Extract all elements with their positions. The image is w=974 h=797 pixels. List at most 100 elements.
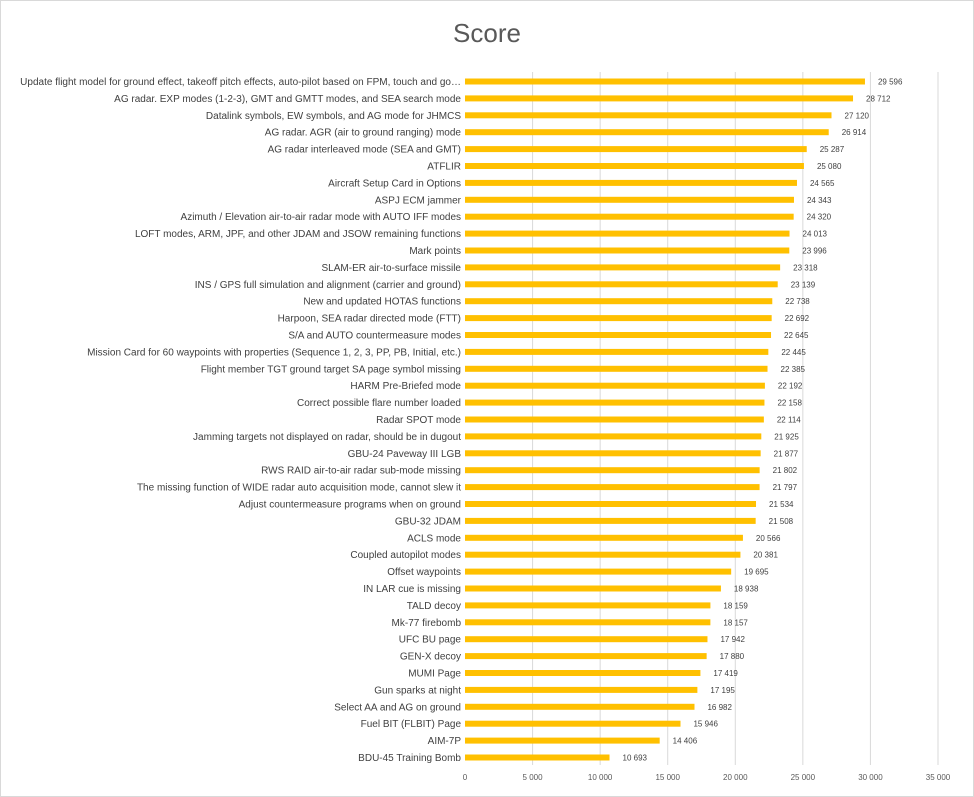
- gridlines: [532, 72, 939, 765]
- data-label: 25 287: [820, 145, 845, 154]
- data-label: 18 157: [723, 618, 748, 627]
- bar: [465, 95, 854, 102]
- data-label: 21 797: [773, 483, 798, 492]
- bar: [465, 365, 768, 372]
- category-label: Mission Card for 60 waypoints with prope…: [87, 347, 461, 358]
- bar: [465, 619, 711, 626]
- category-label: S/A and AUTO countermeasure modes: [288, 331, 461, 342]
- bar: [465, 602, 711, 609]
- data-label: 17 419: [713, 669, 738, 678]
- value-labels: 29 596 28 712 27 120 26 914 25 287 25 080 24 5…: [623, 78, 903, 763]
- x-tick-label: 10 000: [588, 773, 613, 782]
- data-label: 22 158: [777, 399, 802, 408]
- data-label: 18 938: [734, 585, 759, 594]
- category-label: AG radar. EXP modes (1-2-3), GMT and GMT…: [114, 94, 461, 105]
- category-label: Radar SPOT mode: [376, 415, 461, 426]
- data-label: 22 385: [781, 365, 806, 374]
- category-label: IN LAR cue is missing: [363, 584, 461, 595]
- bar: [465, 112, 832, 119]
- bar: [465, 568, 732, 575]
- data-label: 24 565: [810, 179, 835, 188]
- bar: [465, 264, 781, 271]
- category-label: Azimuth / Elevation air-to-air radar mod…: [181, 212, 461, 223]
- category-label: Harpoon, SEA radar directed mode (FTT): [278, 314, 461, 325]
- bar: [465, 315, 772, 322]
- data-label: 27 120: [845, 111, 870, 120]
- category-label: ASPJ ECM jammer: [375, 195, 462, 206]
- bar: [465, 754, 610, 761]
- category-label: Correct possible flare number loaded: [297, 398, 461, 409]
- bar: [465, 433, 762, 440]
- bar: [465, 281, 778, 288]
- bar: [465, 196, 794, 203]
- data-label: 20 381: [753, 551, 778, 560]
- category-label: Update flight model for ground effect, t…: [20, 77, 461, 88]
- category-label: Offset waypoints: [387, 567, 461, 578]
- data-label: 23 996: [802, 247, 827, 256]
- category-label: MUMI Page: [408, 669, 461, 680]
- category-label: AG radar interleaved mode (SEA and GMT): [268, 145, 461, 156]
- category-labels: Update flight model for ground effect, t…: [20, 77, 461, 764]
- category-label: Select AA and AG on ground: [334, 702, 461, 713]
- data-label: 21 508: [769, 517, 794, 526]
- data-label: 28 712: [866, 94, 891, 103]
- bar: [465, 179, 797, 186]
- category-label: ACLS mode: [407, 533, 461, 544]
- bar: [465, 230, 790, 237]
- data-label: 26 914: [842, 128, 867, 137]
- data-label: 18 159: [723, 601, 748, 610]
- bar: [465, 78, 865, 85]
- x-tick-label: 20 000: [723, 773, 748, 782]
- data-label: 15 946: [693, 720, 718, 729]
- bar: [465, 348, 769, 355]
- data-label: 22 692: [785, 314, 810, 323]
- category-label: AG radar. AGR (air to ground ranging) mo…: [265, 128, 462, 139]
- category-label: AIM-7P: [428, 736, 462, 747]
- bar: [465, 517, 756, 524]
- category-label: Gun sparks at night: [374, 685, 461, 696]
- data-label: 23 318: [793, 263, 818, 272]
- bar: [465, 636, 708, 643]
- bar: [465, 551, 741, 558]
- data-label: 22 445: [781, 348, 806, 357]
- category-label: Jamming targets not displayed on radar, …: [193, 432, 461, 443]
- category-label: UFC BU page: [399, 635, 462, 646]
- bar: [465, 484, 760, 491]
- category-label: Flight member TGT ground target SA page …: [201, 364, 461, 375]
- category-label: GEN-X decoy: [400, 652, 461, 663]
- bar: [465, 467, 760, 474]
- category-label: Mark points: [409, 246, 461, 257]
- category-label: Adjust countermeasure programs when on g…: [239, 500, 461, 511]
- chart-title: Score: [453, 18, 521, 48]
- bar: [465, 213, 794, 220]
- x-tick-label: 25 000: [791, 773, 816, 782]
- data-label: 22 645: [784, 331, 809, 340]
- data-label: 16 982: [707, 703, 732, 712]
- x-tick-label: 0: [463, 773, 468, 782]
- x-tick-label: 5 000: [523, 773, 544, 782]
- bar: [465, 585, 721, 592]
- bar: [465, 163, 804, 169]
- category-label: HARM Pre-Briefed mode: [350, 381, 461, 392]
- bar: [465, 247, 790, 254]
- bar: [465, 737, 660, 744]
- x-tick-label: 15 000: [655, 773, 680, 782]
- category-label: TALD decoy: [407, 601, 461, 612]
- x-tick-label: 30 000: [858, 773, 883, 782]
- data-label: 19 695: [744, 568, 769, 577]
- bar: [465, 720, 681, 727]
- bar: [465, 450, 761, 457]
- data-label: 17 880: [720, 652, 745, 661]
- category-label: New and updated HOTAS functions: [303, 297, 461, 308]
- category-label: SLAM-ER air-to-surface missile: [322, 263, 462, 274]
- bar: [465, 298, 773, 305]
- bar: [465, 534, 743, 541]
- bar: [465, 146, 807, 153]
- data-label: 24 343: [807, 196, 832, 205]
- data-label: 17 942: [720, 635, 745, 644]
- data-label: 20 566: [756, 534, 781, 543]
- category-label: Coupled autopilot modes: [350, 550, 461, 561]
- data-label: 14 406: [673, 737, 698, 746]
- category-label: Mk-77 firebomb: [392, 618, 462, 629]
- data-label: 24 013: [803, 230, 828, 239]
